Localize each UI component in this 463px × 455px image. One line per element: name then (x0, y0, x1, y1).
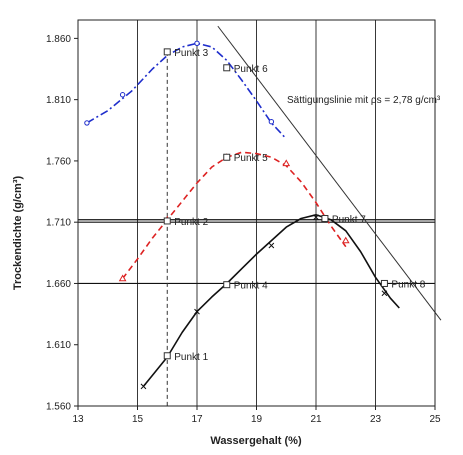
punkt-6-label: Punkt 6 (234, 64, 268, 75)
series-1-curve (86, 42, 287, 140)
series-3-point (313, 214, 319, 221)
plot-frame (77, 19, 436, 407)
grid-layer (74, 20, 436, 410)
punkt-5-label: Punkt 5 (234, 153, 268, 164)
x-axis-title: Wassergehalt (%) (210, 435, 302, 447)
y-tick-label: 1.710 (46, 218, 71, 229)
series-2-curve (121, 151, 347, 280)
punkt-2-marker (163, 217, 171, 225)
x-tick-label: 13 (72, 414, 84, 425)
y-tick-label: 1.860 (46, 34, 71, 45)
x-tick-label: 25 (429, 414, 441, 425)
punkt-5-marker (223, 153, 231, 161)
punkt-1-label: Punkt 1 (174, 352, 208, 363)
series-3-curve (142, 214, 400, 387)
series-1-point (194, 40, 200, 46)
punkt-markers: Punkt 1 Punkt 2 Punkt 3 Punkt 4 Punkt 5 Punkt… (163, 48, 426, 363)
series-2-point (118, 274, 127, 282)
series-3-point (381, 290, 388, 297)
x-tick-label: 15 (132, 414, 144, 425)
series-1-point (268, 119, 275, 125)
curves (86, 42, 400, 387)
series-1-point (84, 120, 90, 126)
y-axis-title: Trockendichte (g/cm³) (12, 176, 24, 291)
series-3-point (140, 383, 147, 390)
y-tick-label: 1.560 (46, 402, 71, 413)
y-tick-label: 1.610 (46, 340, 71, 351)
reference-lines (78, 25, 442, 406)
punkt-8-marker (380, 279, 388, 287)
x-tick-label: 21 (310, 414, 322, 425)
series-2-point (282, 159, 291, 167)
y-tick-label: 1.760 (46, 156, 71, 167)
x-tick-label: 17 (191, 414, 203, 425)
punkt-7-label: Punkt 7 (332, 215, 366, 226)
series-3-point (194, 308, 200, 315)
punkt-3-label: Punkt 3 (174, 48, 208, 59)
y-tick-label: 1.810 (46, 95, 71, 106)
series-3-point (268, 242, 275, 249)
x-tick-label: 19 (251, 414, 263, 425)
saturation-line (217, 25, 442, 321)
punkt-8-label: Punkt 8 (391, 279, 425, 290)
punkt-4-marker (223, 281, 231, 289)
series-2-point (341, 236, 350, 244)
punkt-1-marker (163, 352, 171, 360)
punkt-3-marker (163, 48, 171, 56)
saturation-line-label: Sättigungslinie mit ρs = 2,78 g/cm³ (287, 95, 441, 106)
series-1-point (119, 92, 126, 98)
punkt-7-marker (321, 215, 329, 223)
punkt-6-marker (223, 64, 231, 72)
punkt-2-label: Punkt 2 (174, 217, 208, 228)
punkt-4-label: Punkt 4 (234, 281, 268, 292)
x-tick-label: 23 (370, 414, 382, 425)
y-tick-label: 1.660 (46, 279, 71, 290)
tick-labels: 13 15 17 19 21 23 25 1.560 1.610 1.660 1.710 1.760 1… (46, 34, 441, 425)
